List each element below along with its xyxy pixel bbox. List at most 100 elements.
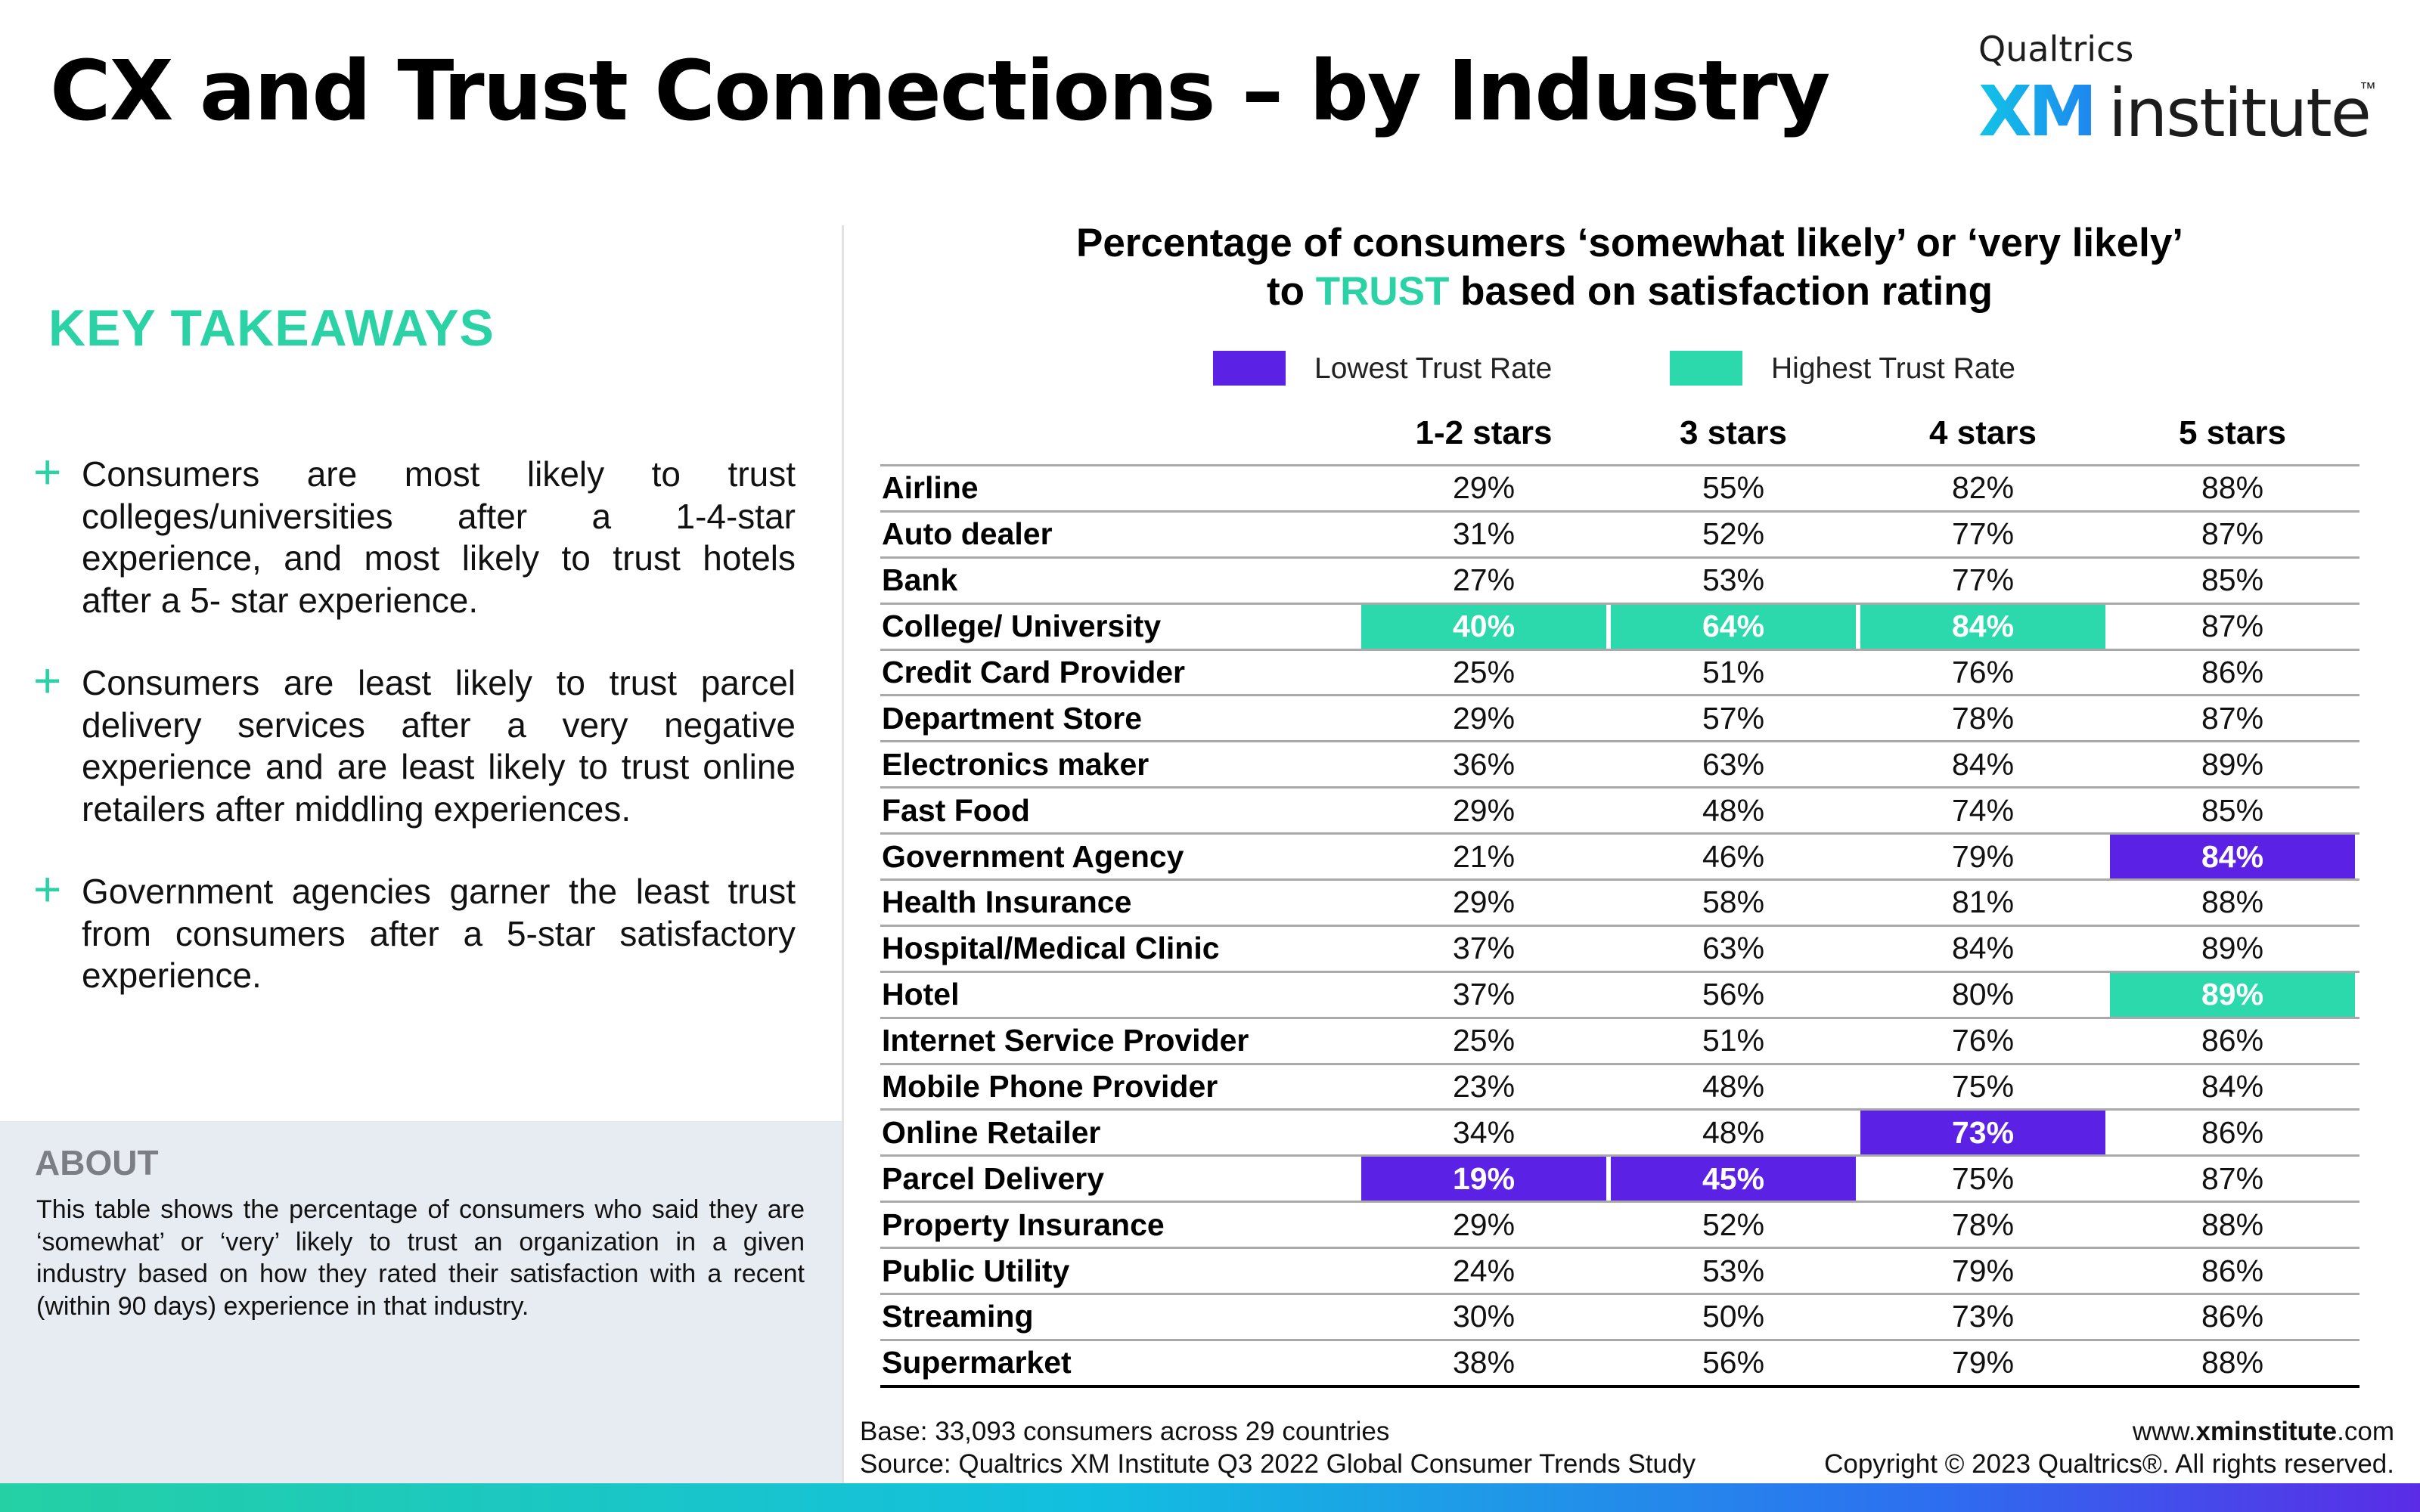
cell-4-stars: 73% xyxy=(1860,1111,2105,1155)
table-row: Supermarket 38% 56% 79% 88% xyxy=(880,1338,2360,1385)
table-row: Airline 29% 55% 82% 88% xyxy=(880,464,2360,510)
table-row: Parcel Delivery 19% 45% 75% 87% xyxy=(880,1154,2360,1201)
cell-4-stars: 81% xyxy=(1951,885,2015,920)
row-label: Auto dealer xyxy=(882,516,1053,552)
footer-url-pre: www. xyxy=(2132,1417,2196,1446)
logo-xm-text: XM xyxy=(1978,71,2098,152)
cell-4-stars: 84% xyxy=(1860,604,2105,649)
table-row: Hotel 37% 56% 80% 89% xyxy=(880,970,2360,1017)
cell-3-stars: 63% xyxy=(1702,746,1765,782)
cell-5-stars: 87% xyxy=(2201,700,2264,736)
column-divider xyxy=(842,225,844,1488)
row-label: Streaming xyxy=(882,1299,1034,1334)
cell-5-stars: 89% xyxy=(2201,931,2264,966)
legend-label-lowest: Lowest Trust Rate xyxy=(1314,352,1553,385)
cell-3-stars: 45% xyxy=(1611,1157,1856,1201)
footer-url[interactable]: www.xminstitute.com xyxy=(1824,1415,2394,1448)
table-row: Bank 27% 53% 77% 85% xyxy=(880,556,2360,603)
table-row: Department Store 29% 57% 78% 87% xyxy=(880,694,2360,740)
table-row: College/ University 40% 64% 84% 87% xyxy=(880,602,2360,649)
cell-5-stars: 85% xyxy=(2201,562,2264,598)
about-heading: ABOUT xyxy=(35,1143,159,1182)
key-takeaways-heading: KEY TAKEAWAYS xyxy=(48,299,495,357)
row-label: Internet Service Provider xyxy=(882,1023,1249,1058)
row-label: Department Store xyxy=(882,700,1143,736)
chart-title-post: based on satisfaction rating xyxy=(1449,269,1993,314)
cell-1-2-stars: 25% xyxy=(1452,655,1516,689)
logo-institute-text: institute xyxy=(2108,74,2372,152)
cell-4-stars: 80% xyxy=(1951,977,2015,1012)
logo-qualtrics-text: Qualtrics xyxy=(1978,29,2134,70)
row-label: Government Agency xyxy=(882,838,1184,874)
cell-1-2-stars: 27% xyxy=(1452,562,1516,598)
about-panel: ABOUT This table shows the percentage of… xyxy=(0,1121,842,1486)
row-label: Online Retailer xyxy=(882,1114,1101,1150)
row-label: Hotel xyxy=(882,977,960,1012)
takeaways-list: + Consumers are most likely to trust col… xyxy=(33,448,796,1038)
cell-1-2-stars: 19% xyxy=(1361,1157,1606,1201)
row-label: Credit Card Provider xyxy=(882,655,1185,689)
takeaway-text: Consumers are least likely to trust parc… xyxy=(82,663,796,829)
footer-notes: Base: 33,093 consumers across 29 countri… xyxy=(860,1415,1696,1480)
footer-url-bold: xminstitute xyxy=(2195,1417,2338,1446)
table-row: Public Utility 24% 53% 79% 86% xyxy=(880,1247,2360,1293)
row-label: Parcel Delivery xyxy=(882,1160,1105,1196)
cell-4-stars: 79% xyxy=(1951,1345,2015,1380)
column-header-5-stars: 5 stars xyxy=(2179,414,2286,451)
cell-5-stars: 88% xyxy=(2201,885,2264,920)
cell-3-stars: 51% xyxy=(1702,655,1765,689)
cell-4-stars: 74% xyxy=(1951,792,2015,828)
row-label: Airline xyxy=(882,470,979,506)
cell-3-stars: 64% xyxy=(1611,604,1856,649)
cell-4-stars: 78% xyxy=(1951,700,2015,736)
row-label: Bank xyxy=(882,562,958,598)
cell-5-stars: 86% xyxy=(2201,1299,2264,1334)
row-label: Supermarket xyxy=(882,1345,1072,1380)
column-header-1-2-stars: 1-2 stars xyxy=(1415,414,1553,451)
cell-1-2-stars: 29% xyxy=(1452,700,1516,736)
cell-4-stars: 75% xyxy=(1951,1160,2015,1196)
cell-4-stars: 77% xyxy=(1951,562,2015,598)
cell-4-stars: 78% xyxy=(1951,1207,2015,1242)
cell-1-2-stars: 38% xyxy=(1452,1345,1516,1380)
cell-1-2-stars: 40% xyxy=(1361,604,1606,649)
takeaway-item: + Government agencies garner the least t… xyxy=(33,865,796,997)
cell-3-stars: 51% xyxy=(1702,1023,1765,1058)
cell-3-stars: 48% xyxy=(1702,792,1765,828)
table-row: Streaming 30% 50% 73% 86% xyxy=(880,1293,2360,1339)
table-row: Online Retailer 34% 48% 73% 86% xyxy=(880,1108,2360,1155)
table-row: Health Insurance 29% 58% 81% 88% xyxy=(880,878,2360,925)
cell-5-stars: 84% xyxy=(2201,1069,2264,1105)
cell-1-2-stars: 29% xyxy=(1452,792,1516,828)
cell-3-stars: 53% xyxy=(1702,562,1765,598)
table-row: Government Agency 21% 46% 79% 84% xyxy=(880,832,2360,879)
trust-table: Airline 29% 55% 82% 88% Auto dealer 31% 52% 77% 8… xyxy=(880,464,2360,1385)
chart-title-accent: TRUST xyxy=(1315,269,1450,314)
cell-4-stars: 75% xyxy=(1951,1069,2015,1105)
plus-icon: + xyxy=(33,862,62,916)
cell-4-stars: 76% xyxy=(1951,655,2015,689)
table-row: Fast Food 29% 48% 74% 85% xyxy=(880,786,2360,832)
cell-1-2-stars: 30% xyxy=(1452,1299,1516,1334)
row-label: College/ University xyxy=(882,609,1162,644)
cell-3-stars: 57% xyxy=(1702,700,1765,736)
cell-5-stars: 87% xyxy=(2201,1160,2264,1196)
table-row: Internet Service Provider 25% 51% 76% 86% xyxy=(880,1016,2360,1063)
table-row: Mobile Phone Provider 23% 48% 75% 84% xyxy=(880,1062,2360,1109)
cell-3-stars: 58% xyxy=(1702,885,1765,920)
table-row: Auto dealer 31% 52% 77% 87% xyxy=(880,510,2360,556)
cell-3-stars: 50% xyxy=(1702,1299,1765,1334)
cell-1-2-stars: 37% xyxy=(1452,931,1516,966)
cell-4-stars: 77% xyxy=(1951,516,2015,552)
page-title: CX and Trust Connections – by Industry xyxy=(50,42,1830,139)
cell-4-stars: 82% xyxy=(1951,470,2015,506)
row-label: Electronics maker xyxy=(882,746,1150,782)
chart-title-pre: to xyxy=(1267,269,1316,314)
cell-5-stars: 86% xyxy=(2201,1253,2264,1288)
cell-1-2-stars: 37% xyxy=(1452,977,1516,1012)
footer-source: Source: Qualtrics XM Institute Q3 2022 G… xyxy=(860,1449,1696,1479)
cell-4-stars: 84% xyxy=(1951,746,2015,782)
cell-1-2-stars: 29% xyxy=(1452,470,1516,506)
footer-base: Base: 33,093 consumers across 29 countri… xyxy=(860,1417,1390,1446)
cell-4-stars: 79% xyxy=(1951,1253,2015,1288)
